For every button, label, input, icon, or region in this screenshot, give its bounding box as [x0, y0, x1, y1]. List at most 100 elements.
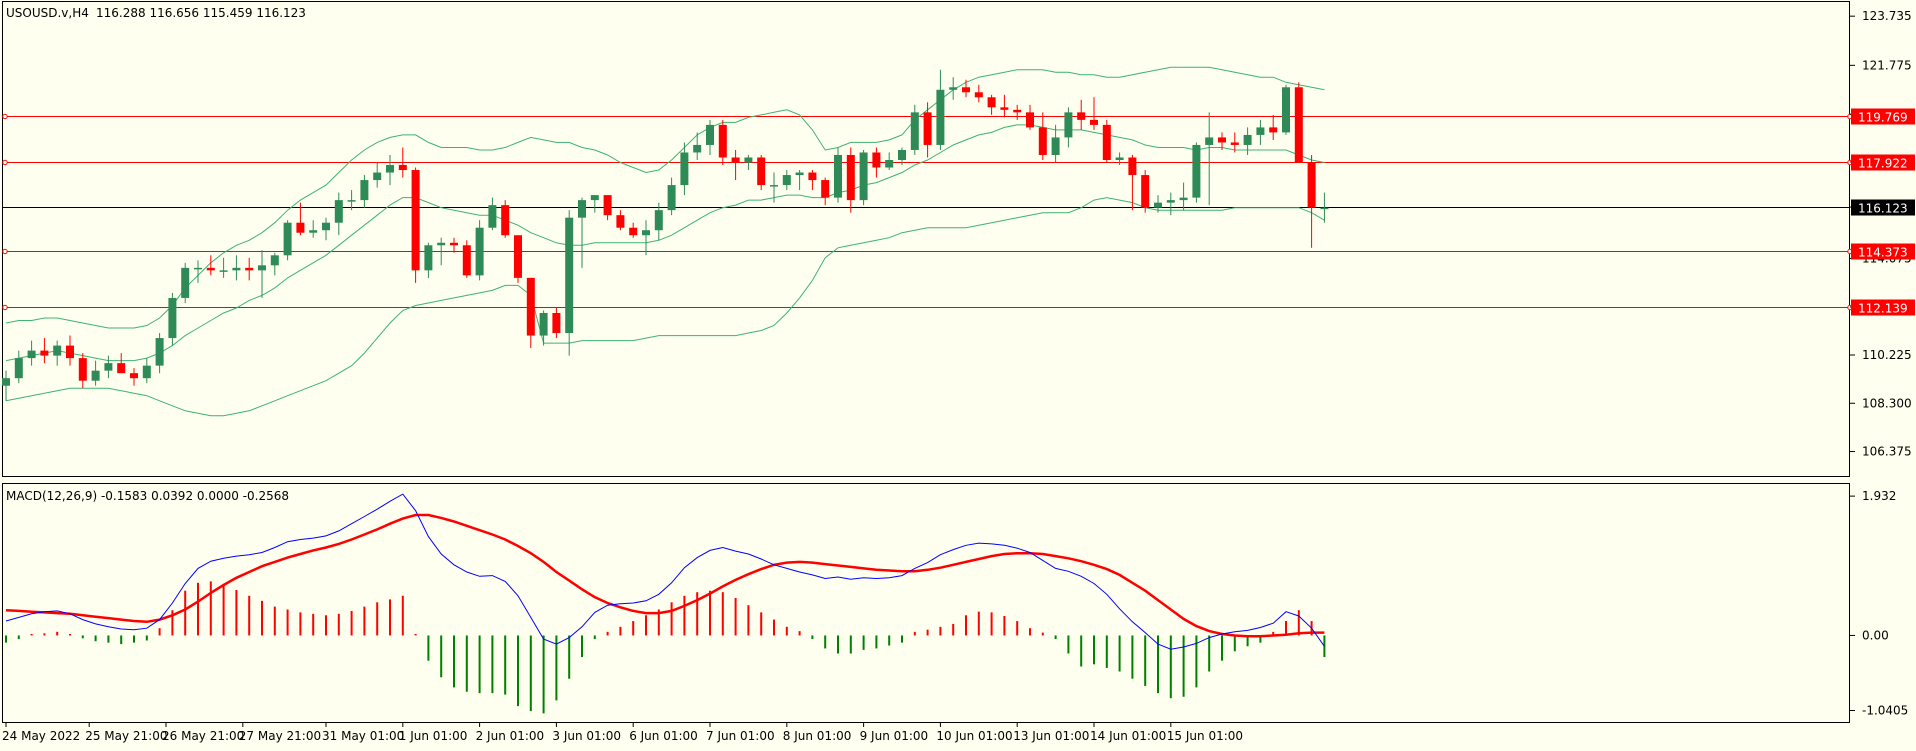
candle-bear: [757, 157, 766, 186]
candle-bull: [309, 230, 318, 233]
time-tick-label: 10 Jun 01:00: [936, 729, 1012, 743]
bollinger-lower-line: [5, 197, 1325, 417]
candle-bear: [1294, 87, 1303, 163]
candle-bull: [258, 265, 266, 271]
candle-bear: [1269, 127, 1278, 133]
candle-bear: [974, 92, 983, 98]
candle-bear: [1230, 142, 1239, 145]
level-marker: [2, 159, 8, 166]
candle-bull: [373, 172, 382, 181]
candle-bull: [949, 87, 958, 90]
candle-bull: [859, 152, 868, 201]
candle-bear: [514, 235, 522, 278]
candle-bull: [219, 270, 228, 272]
candle-bear: [629, 227, 638, 236]
candle-bear: [411, 170, 420, 271]
candle-bull: [334, 200, 343, 223]
candle-bear: [450, 242, 458, 246]
candle-bull: [1115, 157, 1124, 160]
candle-bear: [1141, 175, 1150, 208]
candle-bull: [488, 205, 497, 228]
symbol-label: USOUSD.v,H4: [6, 6, 89, 20]
candle-bull: [437, 242, 446, 246]
candle-bull: [693, 144, 702, 153]
candle-bear: [40, 350, 49, 356]
candle-bull: [744, 157, 753, 163]
candle-bull: [936, 89, 945, 145]
price-level-label-bg: [1851, 154, 1915, 171]
candle-bull: [565, 217, 574, 334]
candle-bear: [1218, 137, 1226, 143]
price-pane-border: [2, 1, 1850, 477]
ohlc-readout: 116.288 116.656 115.459 116.123: [96, 6, 306, 20]
candle-bull: [14, 358, 23, 379]
candle-bear: [1077, 112, 1086, 120]
level-marker: [2, 248, 8, 255]
time-tick-label: 8 Jun 01:00: [783, 729, 852, 743]
candle-bull: [360, 180, 369, 201]
time-tick-label: 14 Jun 01:00: [1090, 729, 1166, 743]
candle-bear: [923, 112, 932, 145]
price-tick-label: 110.225: [1862, 348, 1912, 362]
macd-tick-label: 1.932: [1862, 489, 1896, 503]
candle-bull: [27, 350, 36, 359]
candle-bear: [1307, 162, 1316, 208]
macd-pane-border: [2, 483, 1850, 723]
time-tick-label: 27 May 21:00: [239, 729, 321, 743]
candle-bull: [270, 255, 279, 266]
candle-bull: [1166, 200, 1175, 203]
time-tick-label: 9 Jun 01:00: [860, 729, 929, 743]
candle-bear: [552, 312, 561, 334]
candle-bear: [821, 180, 830, 198]
candle-bear: [245, 267, 254, 271]
candle-bull: [283, 222, 292, 256]
candle-bull: [1064, 112, 1073, 138]
candle-bear: [526, 277, 535, 336]
candle-bear: [1013, 109, 1022, 113]
level-marker: [2, 304, 8, 311]
price-level-label: 117.922: [1858, 157, 1908, 171]
candlesticks: [2, 69, 1329, 401]
candle-bear: [501, 205, 510, 236]
candle-bear: [808, 172, 817, 181]
candle-bull: [168, 297, 177, 339]
candle-bear: [603, 195, 612, 216]
candle-bull: [53, 345, 62, 356]
macd-signal-line: [5, 513, 1325, 638]
price-tick-label: 123.735: [1862, 9, 1912, 23]
price-level-label-bg: [1851, 243, 1915, 260]
candle-bear: [296, 222, 305, 233]
candle-bear: [872, 152, 881, 168]
candle-bull: [1154, 202, 1162, 208]
candle-bear: [462, 245, 471, 276]
candle-bull: [706, 124, 714, 145]
candle-bear: [718, 124, 727, 158]
candle-bull: [181, 267, 190, 298]
candle-bull: [1192, 144, 1201, 198]
candle-bear: [130, 373, 138, 379]
time-tick-label: 1 Jun 01:00: [399, 729, 468, 743]
candle-bear: [117, 363, 126, 374]
candle-bear: [206, 267, 215, 271]
candle-bear: [1102, 124, 1111, 160]
current-price-label: 116.123: [1858, 202, 1908, 216]
candle-bear: [1000, 107, 1009, 110]
macd-main-line: [5, 493, 1325, 650]
time-tick-label: 15 Jun 01:00: [1167, 729, 1243, 743]
price-level-labels: 119.769 117.922 114.373 112.139 116.123: [1851, 108, 1915, 316]
candle-bull: [898, 149, 906, 160]
candle-bull: [885, 160, 894, 168]
candle-bull: [142, 365, 151, 379]
macd-tick-label: 0.00: [1862, 628, 1889, 642]
candle-bear: [398, 165, 407, 171]
price-level-label-bg: [1851, 299, 1915, 316]
candle-bear: [66, 345, 74, 359]
price-tick-label: 121.775: [1862, 58, 1912, 72]
time-tick-label: 2 Jun 01:00: [476, 729, 545, 743]
candle-bear: [987, 97, 996, 108]
candle-bull: [1243, 134, 1252, 145]
